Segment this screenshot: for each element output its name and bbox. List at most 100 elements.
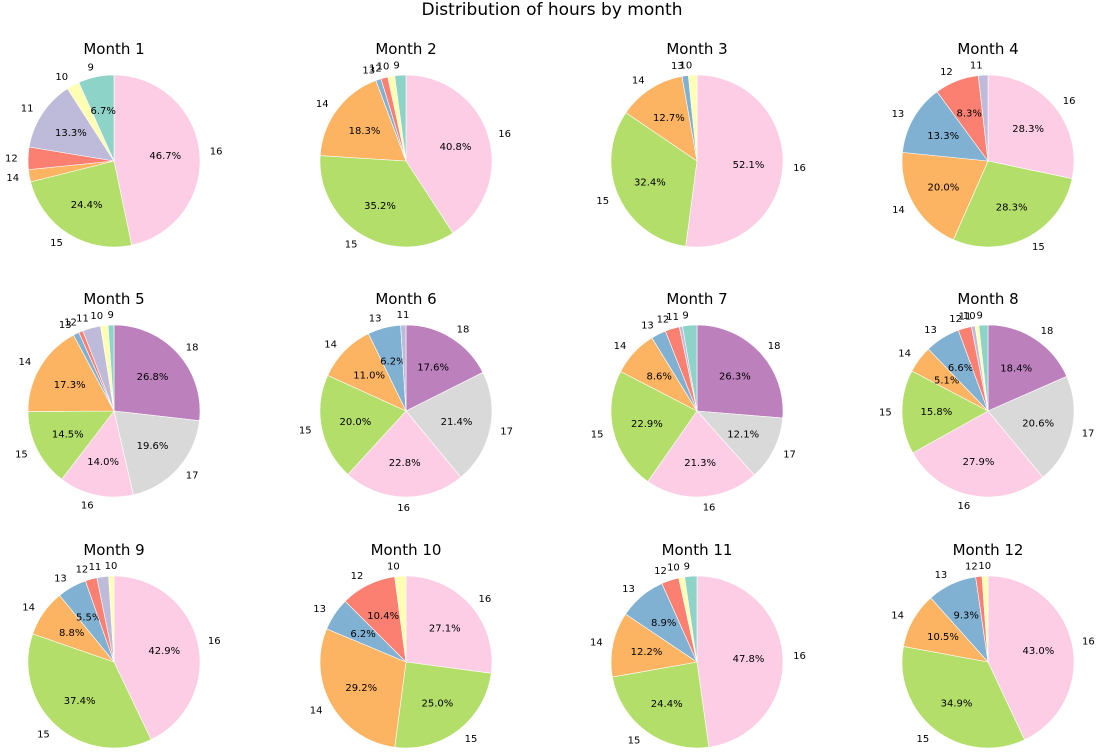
slice-label: 14 xyxy=(614,341,627,352)
chart-title: Month 7 xyxy=(666,290,727,308)
slice-percent-label: 15.8% xyxy=(921,407,953,418)
slice-label: 13 xyxy=(369,313,382,324)
slice-label: 14 xyxy=(316,99,329,110)
slice-label: 10 xyxy=(963,311,976,322)
slice-label: 15 xyxy=(879,408,892,419)
slice-label: 15 xyxy=(1032,242,1045,253)
slice-label: 16 xyxy=(210,147,223,158)
slice-label: 14 xyxy=(632,76,645,87)
slice-percent-label: 35.2% xyxy=(364,201,396,212)
pie-slice-hour-17 xyxy=(987,375,1075,478)
pie-chart-month-8: Month 8 18 18.4% 17 20.6% 16 27.9% 15 15.8% 14 5.1… xyxy=(879,290,1094,512)
slice-percent-label: 27.1% xyxy=(429,624,461,635)
pie-slice-hour-16 xyxy=(405,575,493,674)
slice-label: 13 xyxy=(935,570,948,581)
pie-slice-hour-16 xyxy=(647,410,755,498)
pie-slice-hour-11 xyxy=(28,88,115,162)
chart-title: Month 9 xyxy=(83,541,144,559)
slice-label: 12 xyxy=(64,318,77,329)
pie-slice-hour-15 xyxy=(30,160,133,248)
slice-percent-label: 18.3% xyxy=(349,126,381,137)
pie-chart-month-9: Month 9 16 42.9% 15 37.4% 14 8.8% 13 5.5% 12 11 10 xyxy=(22,541,221,749)
slice-label: 15 xyxy=(628,735,641,746)
slice-label: 16 xyxy=(793,163,806,174)
slice-percent-label: 10.5% xyxy=(927,632,959,643)
slice-label: 13 xyxy=(924,325,937,336)
slice-label: 11 xyxy=(970,60,983,71)
pie-slice-hour-15 xyxy=(901,646,1026,749)
slice-label: 10 xyxy=(377,62,390,73)
pie-slice-hour-11 xyxy=(977,74,989,162)
pie-slice-hour-16 xyxy=(685,74,784,248)
slice-label: 15 xyxy=(345,240,358,251)
pie-slice-hour-15 xyxy=(27,633,152,749)
pie-slice-hour-16 xyxy=(987,575,1075,741)
slice-percent-label: 11.0% xyxy=(353,371,385,382)
chart-title: Month 6 xyxy=(375,290,436,308)
slice-percent-label: 6.2% xyxy=(380,357,405,368)
slice-label: 12 xyxy=(351,571,364,582)
slice-label: 12 xyxy=(76,565,89,576)
slice-label: 15 xyxy=(596,196,609,207)
slice-percent-label: 43.0% xyxy=(1023,646,1055,657)
slice-label: 9 xyxy=(684,561,690,572)
slice-percent-label: 46.7% xyxy=(149,151,181,162)
slice-label: 17 xyxy=(1082,429,1095,440)
slice-label: 12 xyxy=(5,154,18,165)
slice-label: 10 xyxy=(105,561,118,572)
slice-percent-label: 24.4% xyxy=(651,699,683,710)
slice-label: 14 xyxy=(590,638,603,649)
pie-slice-hour-14 xyxy=(319,80,407,162)
slice-label: 13 xyxy=(622,584,635,595)
pie-slice-hour-9 xyxy=(978,324,989,412)
slice-percent-label: 14.5% xyxy=(52,430,84,441)
slice-percent-label: 26.3% xyxy=(719,372,751,383)
slice-percent-label: 13.3% xyxy=(927,131,959,142)
pie-slice-hour-18 xyxy=(405,324,484,412)
pie-slice-hour-15 xyxy=(319,155,454,248)
slice-label: 15 xyxy=(465,734,478,745)
slice-label: 18 xyxy=(1041,326,1054,337)
pie-slice-hour-17 xyxy=(696,410,784,476)
slice-label: 13 xyxy=(892,109,905,120)
slice-label: 16 xyxy=(479,594,492,605)
slice-label: 12 xyxy=(949,314,962,325)
pie-chart-month-6: Month 6 18 17.6% 17 21.4% 16 22.8% 15 20.0% 14 11.… xyxy=(299,290,513,514)
slice-label: 13 xyxy=(54,574,67,585)
slice-label: 10 xyxy=(679,60,692,71)
pie-chart-month-7: Month 7 18 26.3% 17 12.1% 16 21.3% 15 22.9% 14 8.6… xyxy=(591,290,796,514)
pie-slice-hour-16 xyxy=(987,74,1075,180)
pie-slice-hour-14 xyxy=(901,152,989,241)
slice-label: 10 xyxy=(387,561,400,572)
slice-percent-label: 22.8% xyxy=(389,458,421,469)
slice-label: 14 xyxy=(18,357,31,368)
slice-percent-label: 18.4% xyxy=(1000,363,1032,374)
slice-label: 14 xyxy=(892,205,905,216)
slice-percent-label: 5.1% xyxy=(934,376,959,387)
slice-label: 12 xyxy=(654,566,667,577)
slice-label: 10 xyxy=(90,311,103,322)
pie-slice-hour-14 xyxy=(625,75,698,162)
chart-title: Month 1 xyxy=(83,40,144,58)
slice-label: 15 xyxy=(50,238,63,249)
slice-label: 13 xyxy=(362,65,375,76)
chart-title: Month 5 xyxy=(83,290,144,308)
slice-label: 12 xyxy=(657,314,670,325)
pie-slice-hour-10 xyxy=(981,575,989,663)
pie-slice-hour-15 xyxy=(394,661,492,749)
slice-percent-label: 40.8% xyxy=(440,142,472,153)
slice-label: 11 xyxy=(397,310,410,321)
slice-percent-label: 8.6% xyxy=(646,371,671,382)
slice-percent-label: 22.9% xyxy=(631,419,663,430)
slice-label: 11 xyxy=(21,104,34,115)
slice-label: 18 xyxy=(186,342,199,353)
pie-slice-hour-15 xyxy=(901,370,989,454)
slice-label: 12 xyxy=(965,562,978,573)
slice-label: 9 xyxy=(977,310,983,321)
slice-percent-label: 24.4% xyxy=(71,200,103,211)
pie-slice-hour-18 xyxy=(696,324,784,419)
slice-label: 11 xyxy=(76,314,89,325)
pie-chart-month-1: Month 1 16 46.7% 15 24.4% 14 12 11 13.3% 10 9 6.7% xyxy=(5,40,223,249)
